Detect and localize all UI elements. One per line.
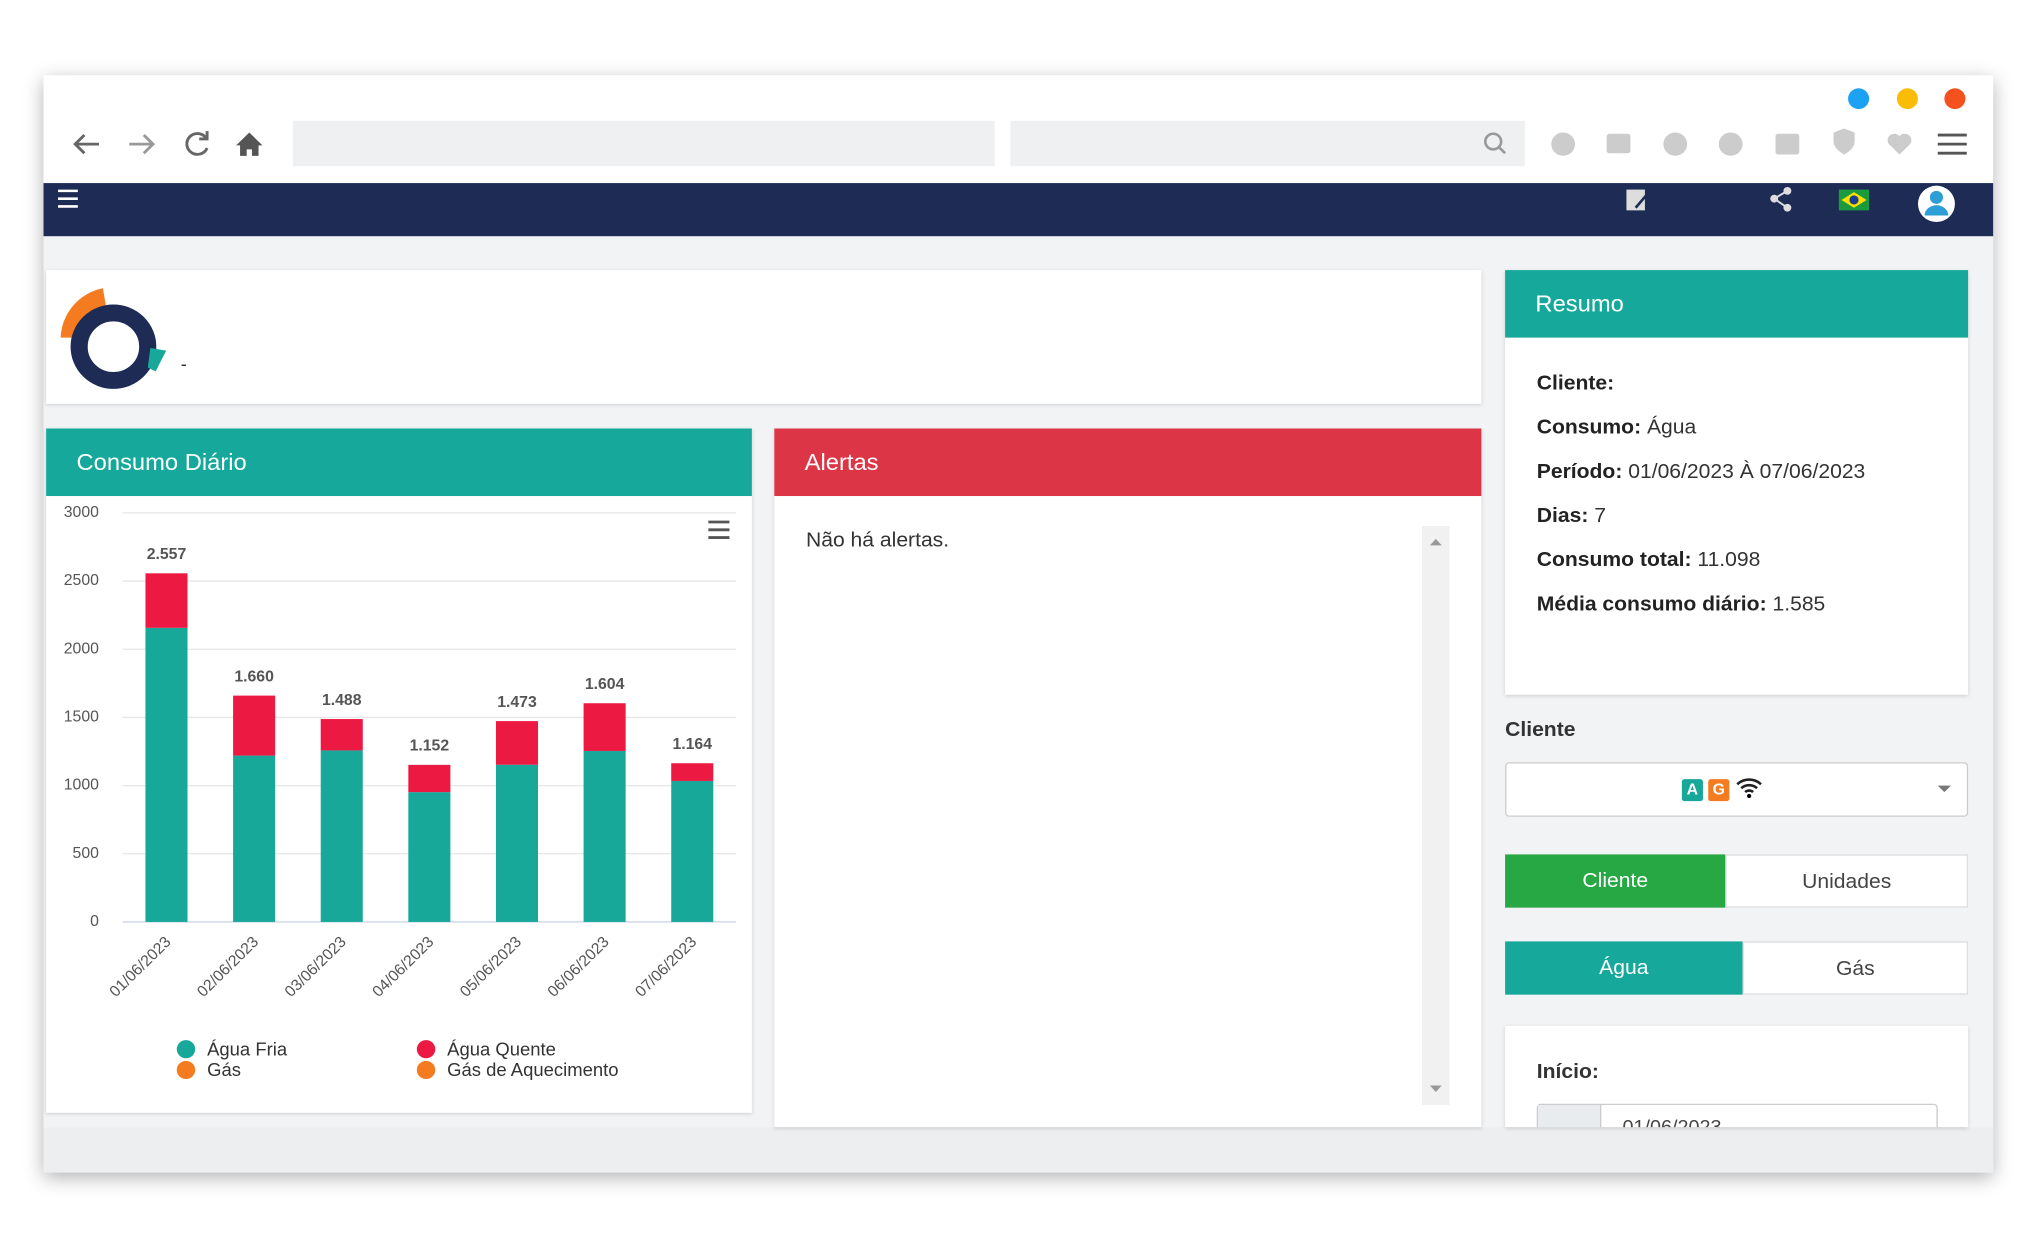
resumo-row: Consumo: Água: [1537, 417, 1866, 461]
value: 01/06/2023 À 07/06/2023: [1628, 460, 1866, 484]
chart-card: Consumo Diário: [46, 428, 752, 1113]
scope-button[interactable]: Unidades: [1725, 854, 1969, 908]
label: Média consumo diário:: [1536, 593, 1767, 616]
value: 7: [1594, 505, 1606, 528]
cliente-label: Cliente: [1505, 719, 1576, 742]
date-card: Início: 01/06/2023: [1505, 1025, 1969, 1128]
label: Período:: [1536, 460, 1623, 484]
label: Consumo:: [1536, 416, 1642, 439]
cliente-select[interactable]: A G: [1505, 762, 1969, 817]
badge: A: [1681, 779, 1703, 802]
date-input[interactable]: 01/06/2023: [1536, 1103, 1938, 1128]
label: Dias:: [1536, 505, 1589, 528]
value: Água: [1646, 416, 1697, 439]
value: 11.098: [1697, 549, 1761, 572]
resumo-rows: Cliente: Consumo: Água Período: 01/06/20…: [1537, 373, 1866, 638]
resumo-title: Resumo: [1505, 270, 1969, 338]
resumo-row: Dias: 7: [1537, 505, 1866, 549]
date-value: 01/06/2023: [1622, 1117, 1721, 1127]
wifi-icon: [1736, 778, 1762, 799]
chart-title: Consumo Diário: [46, 428, 752, 497]
badge: G: [1708, 779, 1730, 802]
resumo-row: Cliente:: [1537, 373, 1866, 417]
logo: [60, 288, 167, 389]
resumo-row: Média consumo diário: 1.585: [1537, 593, 1866, 637]
logo-text: -: [180, 353, 187, 374]
alerts-message: Não há alertas.: [805, 529, 950, 552]
alerts-card: Alertas Não há alertas.: [774, 428, 1482, 1128]
logo-card: -: [46, 270, 1482, 404]
alerts-title: Alertas: [774, 428, 1482, 497]
label: Consumo total:: [1536, 549, 1692, 572]
resumo-row: Consumo total: 11.098: [1537, 549, 1866, 593]
type-button[interactable]: Gás: [1742, 941, 1969, 995]
search-bar[interactable]: [1010, 120, 1525, 167]
label: Cliente:: [1536, 372, 1615, 395]
value: 1.585: [1772, 593, 1826, 616]
resumo-row: Período: 01/06/2023 À 07/06/2023: [1537, 461, 1866, 505]
caret: [1937, 785, 1951, 793]
scope-button[interactable]: Cliente: [1505, 854, 1726, 908]
inicio-label: Início:: [1536, 1060, 1599, 1083]
type-button[interactable]: Água: [1505, 941, 1743, 995]
address-bar[interactable]: [292, 120, 995, 167]
resumo-card: Resumo Cliente: Consumo: Água Período: 0…: [1505, 270, 1969, 695]
scrollbar[interactable]: [1421, 525, 1450, 1106]
